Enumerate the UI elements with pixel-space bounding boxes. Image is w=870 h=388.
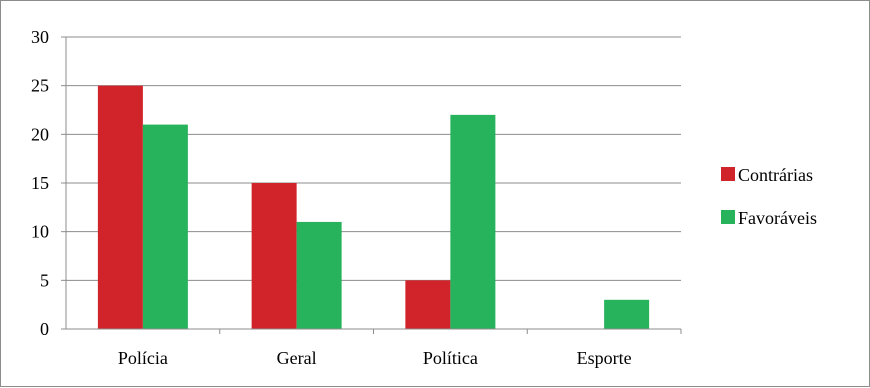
- axes: [61, 36, 682, 334]
- y-tick-label: 30: [31, 27, 49, 47]
- x-category-label: Política: [423, 348, 478, 368]
- x-category-labels: Polícia Geral Política Esporte: [118, 348, 632, 368]
- y-tick-label: 5: [40, 270, 49, 290]
- x-category-label: Polícia: [118, 348, 168, 368]
- legend-label: Contrárias: [738, 165, 813, 185]
- bar-favoraveis-3: [604, 299, 650, 329]
- bar-favoraveis-2: [450, 114, 496, 329]
- y-tick-label: 25: [31, 76, 49, 96]
- legend-swatch: [721, 210, 735, 224]
- y-tick-label: 10: [31, 222, 49, 242]
- y-tick-label: 15: [31, 173, 49, 193]
- bar-contrarias-2: [405, 280, 451, 329]
- y-tick-label: 0: [40, 319, 49, 339]
- bar-contrarias-1: [251, 183, 297, 329]
- bar-favoraveis-1: [296, 221, 342, 329]
- x-category-label: Esporte: [577, 348, 632, 368]
- bar-contrarias-0: [97, 85, 143, 330]
- legend-label: Favoráveis: [738, 208, 817, 228]
- y-tick-labels: 0 5 10 15 20 25 30: [31, 27, 49, 339]
- legend: Contrárias Favoráveis: [721, 165, 817, 228]
- bar-favoraveis-0: [142, 124, 188, 329]
- y-tick-label: 20: [31, 124, 49, 144]
- bars: [97, 85, 650, 330]
- legend-swatch: [721, 167, 735, 181]
- x-category-label: Geral: [277, 348, 317, 368]
